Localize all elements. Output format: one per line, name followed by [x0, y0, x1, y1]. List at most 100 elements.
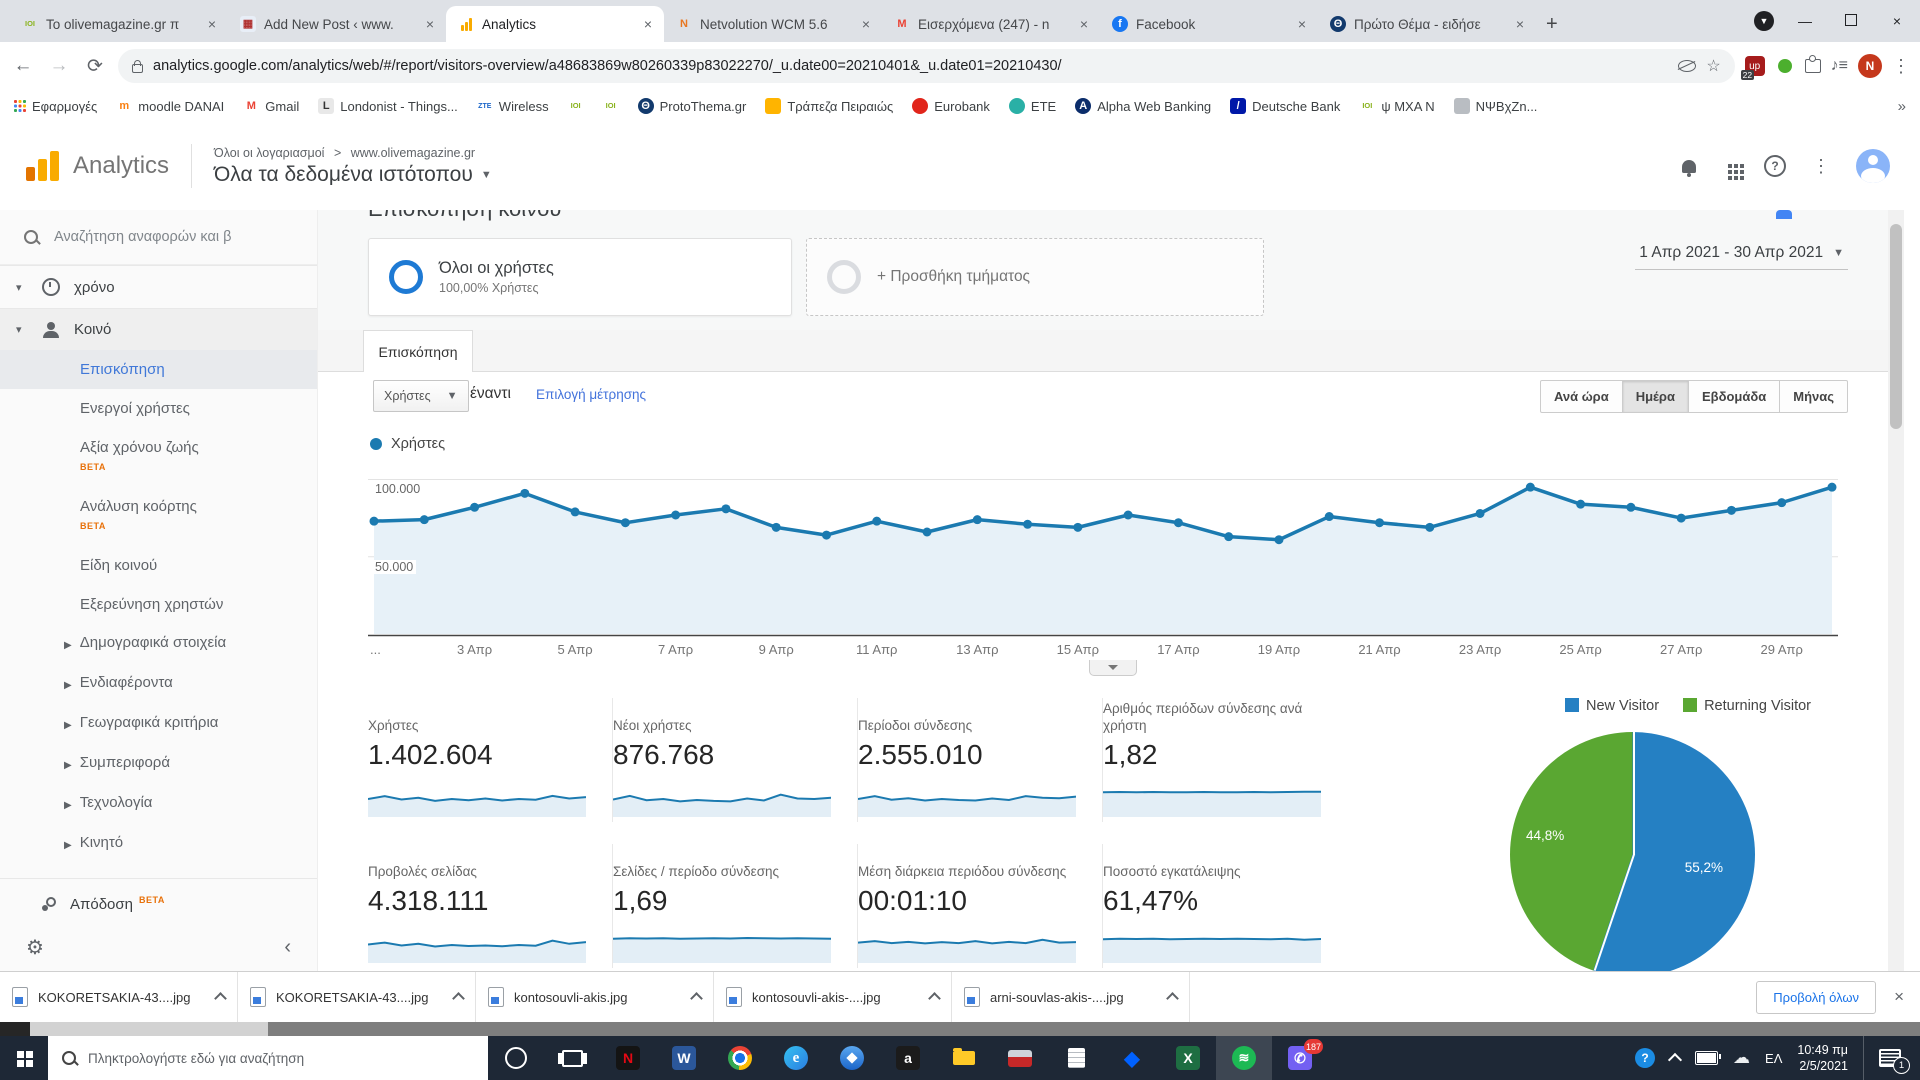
download-item-4[interactable]: kontosouvli-akis-....jpg [714, 972, 952, 1022]
sidebar-item-9[interactable]: ▶ Ενδιαφέροντα [0, 664, 317, 704]
chevron-up-icon[interactable] [452, 992, 465, 1005]
viber-icon[interactable]: ✆ 187 [1272, 1036, 1328, 1080]
notifications-bell-icon[interactable] [1682, 159, 1696, 177]
data-point-30 Απρ[interactable] [1827, 482, 1837, 492]
breadcrumb[interactable]: Όλοι οι λογαριασμοί > www.olivemagazine.… [214, 145, 476, 160]
metric-1[interactable]: Χρήστες 1.402.604 [367, 698, 613, 822]
data-point-13 Απρ[interactable] [972, 515, 982, 525]
data-point-17 Απρ[interactable] [1173, 518, 1183, 528]
horizontal-scrollbar-thumb[interactable] [30, 1022, 268, 1036]
language-indicator[interactable]: ΕΛ [1765, 1050, 1783, 1066]
eye-off-icon[interactable] [1678, 60, 1697, 72]
data-point-22 Απρ[interactable] [1425, 522, 1435, 532]
bookmark-9[interactable]: Τράπεζα Πειραιώς [765, 98, 893, 114]
report-search[interactable]: Αναζήτηση αναφορών και β [0, 210, 317, 265]
data-point-6 Απρ[interactable] [620, 518, 630, 528]
granularity-ημέρα[interactable]: Ημέρα [1622, 380, 1689, 413]
data-point-18 Απρ[interactable] [1224, 532, 1234, 542]
sidebar-item-0[interactable]: ▾ χρόνο [0, 265, 317, 309]
extension-icon-2[interactable] [1774, 56, 1795, 76]
data-point-5 Απρ[interactable] [570, 507, 580, 517]
close-button[interactable]: × [1892, 13, 1902, 29]
apps-grid-icon[interactable] [1728, 164, 1732, 168]
minimize-button[interactable]: — [1798, 13, 1812, 29]
data-point-15 Απρ[interactable] [1073, 522, 1083, 532]
show-hidden-icons-chevron[interactable] [1667, 1052, 1683, 1068]
tab-close-icon[interactable]: × [643, 16, 652, 32]
url-text[interactable]: analytics.google.com/analytics/web/#/rep… [153, 58, 1062, 74]
scrollbar-thumb[interactable] [1890, 224, 1902, 429]
tab-close-icon[interactable]: × [1297, 16, 1306, 32]
start-button[interactable] [0, 1036, 48, 1080]
maximize-button[interactable] [1828, 13, 1874, 29]
date-range-selector[interactable]: 1 Απρ 2021 - 30 Απρ 2021 ▼ [1635, 244, 1848, 270]
data-point-3 Απρ[interactable] [470, 502, 480, 512]
data-point-24 Απρ[interactable] [1525, 482, 1535, 492]
analytics-logo-icon[interactable] [26, 151, 59, 181]
data-point-10 Απρ[interactable] [821, 530, 831, 540]
bookmarks-overflow-icon[interactable]: » [1897, 97, 1906, 115]
select-metric-link[interactable]: Επιλογή μέτρησης [536, 387, 647, 402]
sidebar-item-12[interactable]: ▶ Τεχνολογία [0, 784, 317, 824]
data-point-2 Απρ[interactable] [419, 515, 429, 525]
browser-menu-icon[interactable]: ⋮ [1892, 55, 1910, 76]
segment-all-users[interactable]: Όλοι οι χρήστες 100,00% Χρήστες [368, 238, 792, 316]
bookmark-10[interactable]: Eurobank [912, 98, 990, 114]
download-item-2[interactable]: KOKORETSAKIA-43....jpg [238, 972, 476, 1022]
data-point-16 Απρ[interactable] [1123, 510, 1133, 520]
data-point-21 Απρ[interactable] [1375, 518, 1385, 528]
data-point-29 Απρ[interactable] [1777, 498, 1787, 508]
collapse-sidebar-icon[interactable]: ‹ [284, 935, 291, 958]
bookmark-4[interactable]: L Londonist - Things... [318, 98, 458, 114]
data-point-8 Απρ[interactable] [721, 504, 731, 514]
chevron-up-icon[interactable] [690, 992, 703, 1005]
horizontal-scrollbar[interactable] [0, 1022, 1920, 1036]
battery-icon[interactable] [1695, 1051, 1722, 1065]
chevron-up-icon[interactable] [214, 992, 227, 1005]
sidebar-item-1[interactable]: ▾ Κοινό [0, 309, 317, 350]
bookmark-6[interactable]: ΙΟΙ [568, 98, 584, 114]
metric-7[interactable]: Μέση διάρκεια περιόδου σύνδεσης 00:01:10 [857, 844, 1103, 968]
bookmark-13[interactable]: / Deutsche Bank [1230, 98, 1340, 114]
amazon-icon[interactable]: a [880, 1036, 936, 1080]
chrome-icon[interactable] [712, 1036, 768, 1080]
taskbar-clock[interactable]: 10:49 πμ 2/5/2021 [1797, 1043, 1848, 1073]
file-explorer-icon[interactable] [936, 1036, 992, 1080]
metric-select-dropdown[interactable]: Χρήστες ▼ [373, 380, 469, 412]
sidebar-item-2[interactable]: Επισκόπηση [0, 350, 317, 389]
media-list-icon[interactable]: ♪≡ [1830, 57, 1848, 74]
extensions-puzzle-icon[interactable] [1804, 55, 1821, 73]
chart-collapse-button[interactable] [1089, 660, 1137, 676]
more-options-icon[interactable]: ⋮ [1812, 155, 1830, 176]
download-item-3[interactable]: kontosouvli-akis.jpg [476, 972, 714, 1022]
downloads-close-icon[interactable]: × [1894, 987, 1904, 1006]
browser-tab-6[interactable]: f Facebook × [1100, 6, 1318, 42]
download-item-1[interactable]: KOKORETSAKIA-43....jpg [0, 972, 238, 1022]
browser-tab-4[interactable]: N Netvolution WCM 5.6 × [664, 6, 882, 42]
sidebar-item-10[interactable]: ▶ Γεωγραφικά κριτήρια [0, 704, 317, 744]
data-point-9 Απρ[interactable] [771, 522, 781, 532]
granularity-μήνας[interactable]: Μήνας [1780, 380, 1848, 413]
bookmark-5[interactable]: ZTE Wireless [477, 98, 548, 114]
download-item-5[interactable]: arni-souvlas-akis-....jpg [952, 972, 1190, 1022]
tab-close-icon[interactable]: × [1079, 16, 1088, 32]
chevron-up-icon[interactable] [928, 992, 941, 1005]
spotify-icon[interactable]: ≋ [1216, 1036, 1272, 1080]
data-point-25 Απρ[interactable] [1576, 499, 1586, 509]
taskbar-search[interactable]: Πληκτρολογήστε εδώ για αναζήτηση [48, 1036, 488, 1080]
data-point-23 Απρ[interactable] [1475, 508, 1485, 518]
bookmark-3[interactable]: M Gmail [243, 98, 300, 114]
back-button[interactable]: ← [13, 55, 33, 76]
data-point-14 Απρ[interactable] [1023, 519, 1033, 529]
sidebar-item-11[interactable]: ▶ Συμπεριφορά [0, 744, 317, 784]
data-point-7 Απρ[interactable] [671, 510, 681, 520]
sidebar-item-13[interactable]: ▶ Κινητό [0, 824, 317, 864]
browser-tab-5[interactable]: M Εισερχόμενα (247) - n × [882, 6, 1100, 42]
help-tray-icon[interactable]: ? [1635, 1048, 1656, 1068]
help-icon[interactable]: ? [1764, 155, 1786, 177]
metric-5[interactable]: Προβολές σελίδας 4.318.111 [367, 844, 613, 968]
admin-gear-icon[interactable]: ⚙ [26, 936, 44, 959]
bookmark-8[interactable]: Θ ProtoThema.gr [637, 98, 746, 114]
metric-8[interactable]: Ποσοστό εγκατάλειψης 61,47% [1102, 844, 1348, 968]
task-view-icon[interactable] [544, 1036, 600, 1080]
